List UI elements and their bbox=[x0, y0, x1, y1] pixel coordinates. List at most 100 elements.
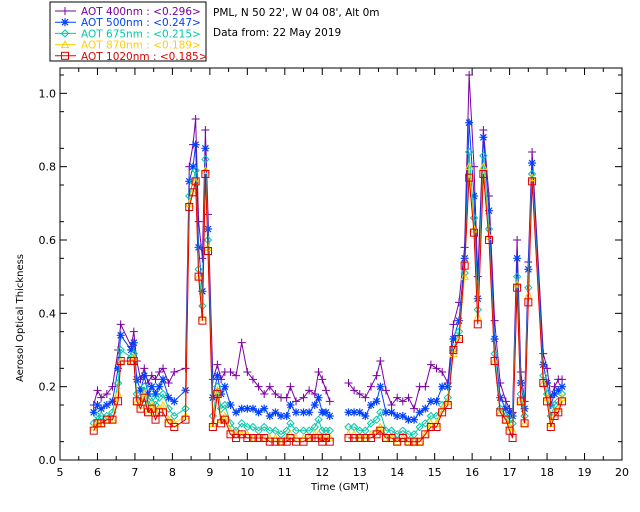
data-point-diamond bbox=[116, 345, 125, 355]
data-point-square bbox=[116, 357, 125, 365]
data-point-square bbox=[114, 397, 123, 406]
data-point-plus bbox=[61, 7, 69, 15]
data-point-diamond bbox=[479, 151, 488, 160]
data-point-asterisk bbox=[248, 404, 257, 413]
series-line bbox=[93, 173, 563, 443]
data-point-square bbox=[361, 434, 370, 442]
data-point-square bbox=[546, 423, 555, 431]
x-tick-label: 6 bbox=[94, 466, 101, 479]
data-point-square bbox=[543, 397, 552, 406]
data-point-asterisk bbox=[286, 401, 295, 409]
data-point-triangle bbox=[464, 162, 474, 171]
data-point-asterisk bbox=[484, 206, 493, 215]
data-point-asterisk bbox=[108, 397, 117, 406]
data-point-plus bbox=[286, 382, 295, 391]
data-point-asterisk bbox=[513, 254, 522, 263]
data-point-square bbox=[421, 430, 430, 439]
data-point-asterisk bbox=[127, 346, 136, 354]
data-point-triangle bbox=[60, 40, 70, 49]
legend-entry: AOT 400nm : <0.296> bbox=[81, 6, 201, 18]
data-point-asterisk bbox=[361, 412, 370, 420]
x-tick-label: 20 bbox=[615, 466, 629, 479]
data-point-square bbox=[479, 170, 488, 178]
data-point-asterisk bbox=[470, 192, 479, 200]
x-tick-label: 16 bbox=[465, 466, 479, 479]
x-tick-label: 14 bbox=[390, 466, 404, 479]
data-point-diamond bbox=[415, 422, 424, 432]
date-label: Data from: 22 May 2019 bbox=[213, 27, 341, 39]
data-point-square bbox=[426, 423, 435, 431]
y-axis-title: Aerosol Optical Thickness bbox=[15, 254, 26, 382]
data-point-plus bbox=[226, 368, 235, 376]
data-point-triangle bbox=[132, 396, 142, 405]
data-point-asterisk bbox=[398, 412, 407, 420]
data-point-asterisk bbox=[350, 408, 359, 417]
y-tick-label: 0.4 bbox=[39, 307, 57, 320]
station-info: PML, N 50 22', W 04 08', Alt 0m Data fro… bbox=[213, 7, 380, 39]
data-point-plus bbox=[366, 382, 375, 391]
data-point-diamond bbox=[158, 389, 168, 399]
series-line bbox=[93, 122, 563, 421]
data-point-plus bbox=[550, 382, 559, 391]
data-point-square bbox=[496, 408, 505, 417]
plot-area bbox=[89, 71, 567, 446]
data-point-diamond bbox=[469, 213, 479, 223]
data-point-square bbox=[61, 51, 69, 60]
data-point-square bbox=[265, 437, 274, 446]
data-point-asterisk bbox=[325, 412, 334, 420]
x-tick-label: 9 bbox=[206, 466, 213, 479]
data-point-square bbox=[539, 379, 548, 387]
data-point-diamond bbox=[220, 400, 230, 410]
data-point-plus bbox=[310, 390, 319, 398]
data-point-asterisk bbox=[539, 360, 548, 369]
data-point-plus bbox=[432, 364, 441, 373]
data-point-square bbox=[140, 393, 149, 402]
y-tick-label: 1.0 bbox=[39, 87, 57, 100]
data-point-asterisk bbox=[194, 243, 203, 252]
data-point-asterisk bbox=[97, 404, 106, 413]
data-point-square bbox=[516, 397, 525, 406]
data-point-asterisk bbox=[387, 408, 396, 417]
data-point-diamond bbox=[286, 419, 295, 428]
data-point-diamond bbox=[376, 408, 385, 417]
data-point-asterisk bbox=[465, 118, 474, 127]
data-point-plus bbox=[355, 390, 364, 398]
data-point-square bbox=[203, 247, 212, 255]
y-tick-label: 0.8 bbox=[39, 161, 57, 174]
data-point-plus bbox=[159, 364, 168, 373]
data-point-square bbox=[181, 415, 190, 424]
data-point-asterisk bbox=[282, 412, 291, 420]
data-point-asterisk bbox=[501, 404, 510, 413]
data-point-plus bbox=[325, 397, 334, 406]
x-tick-label: 13 bbox=[353, 466, 367, 479]
data-point-plus bbox=[299, 393, 308, 402]
data-point-diamond bbox=[366, 419, 376, 428]
data-point-plus bbox=[170, 368, 179, 376]
data-point-plus bbox=[381, 386, 390, 395]
data-point-square bbox=[248, 434, 257, 442]
data-point-plus bbox=[438, 368, 447, 376]
data-point-square bbox=[102, 415, 111, 424]
data-point-plus bbox=[372, 371, 381, 380]
data-point-asterisk bbox=[393, 412, 402, 420]
data-point-plus bbox=[393, 393, 402, 402]
data-point-square bbox=[355, 434, 364, 442]
data-point-square bbox=[381, 434, 390, 442]
data-point-plus bbox=[164, 379, 173, 387]
data-point-plus bbox=[140, 364, 149, 373]
data-point-diamond bbox=[421, 419, 430, 428]
series-aot-500nm bbox=[89, 118, 567, 424]
data-point-diamond bbox=[248, 422, 258, 432]
data-point-plus bbox=[116, 320, 125, 329]
data-point-square bbox=[513, 283, 522, 292]
data-point-asterisk bbox=[189, 162, 198, 171]
data-point-plus bbox=[361, 393, 370, 402]
data-point-asterisk bbox=[443, 382, 452, 391]
data-point-asterisk bbox=[102, 401, 111, 409]
x-tick-label: 11 bbox=[278, 466, 292, 479]
data-point-square bbox=[554, 408, 563, 417]
data-point-asterisk bbox=[299, 408, 308, 417]
data-point-square bbox=[198, 316, 207, 325]
data-point-square bbox=[460, 261, 469, 270]
data-point-plus bbox=[260, 390, 269, 398]
